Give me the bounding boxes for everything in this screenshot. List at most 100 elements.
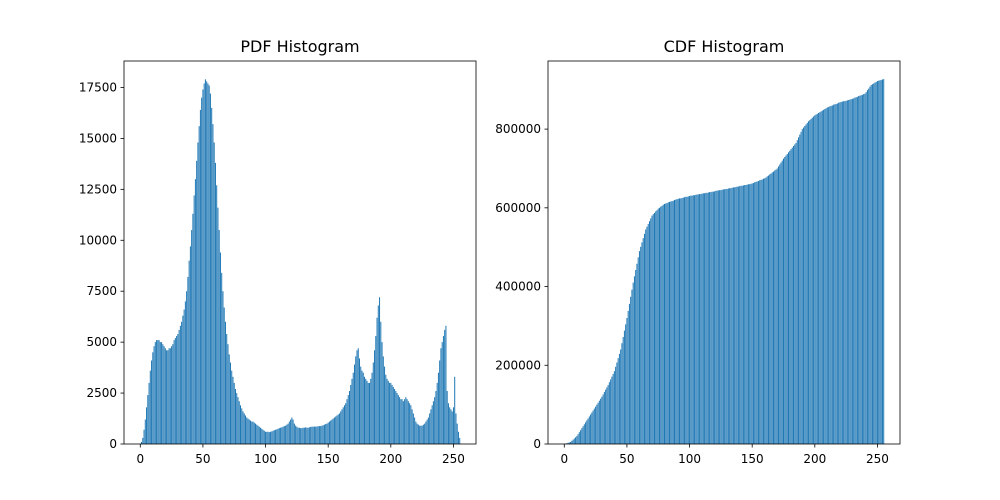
- x-tick-label: 100: [254, 452, 277, 466]
- bar: [208, 85, 210, 444]
- bar: [450, 409, 452, 444]
- bar: [290, 419, 292, 444]
- bar: [727, 188, 729, 444]
- bar: [313, 426, 315, 444]
- bar: [651, 215, 653, 444]
- bar: [350, 384, 352, 444]
- bar: [762, 178, 764, 444]
- y-tick-label: 600000: [495, 201, 541, 215]
- bar: [251, 421, 253, 444]
- bar: [625, 324, 627, 444]
- bar: [333, 417, 335, 444]
- bar: [823, 109, 825, 444]
- bar: [732, 187, 734, 445]
- bar: [335, 416, 337, 444]
- bar: [154, 342, 156, 444]
- x-tick-label: 250: [442, 452, 465, 466]
- bar: [367, 382, 369, 444]
- bar: [752, 183, 754, 445]
- bar: [221, 272, 223, 444]
- bar: [255, 423, 257, 444]
- bar: [201, 97, 203, 444]
- bar: [229, 362, 231, 444]
- bar: [424, 423, 426, 444]
- bar: [871, 84, 873, 444]
- bar: [786, 153, 788, 445]
- bar: [766, 176, 768, 444]
- bar: [171, 346, 173, 444]
- bar: [317, 426, 319, 444]
- bar: [699, 194, 701, 444]
- bar: [590, 414, 592, 444]
- bar: [671, 201, 673, 444]
- bar: [342, 407, 344, 444]
- bar: [613, 371, 615, 444]
- bar: [425, 421, 427, 444]
- bar: [770, 173, 772, 445]
- bar: [642, 238, 644, 444]
- bar: [172, 344, 174, 444]
- bar: [365, 378, 367, 444]
- bar: [568, 442, 570, 444]
- bar: [371, 372, 373, 444]
- bar: [374, 350, 376, 444]
- bar: [456, 423, 458, 444]
- bar: [338, 413, 340, 444]
- bar: [828, 107, 830, 444]
- bar: [267, 431, 269, 444]
- bar: [377, 305, 379, 444]
- bar: [820, 111, 822, 445]
- bar: [386, 378, 388, 444]
- bar: [278, 428, 280, 444]
- bar: [769, 174, 771, 444]
- bar: [575, 437, 577, 444]
- bar: [714, 191, 716, 444]
- bar: [379, 297, 381, 444]
- bar: [445, 325, 447, 444]
- bar: [404, 399, 406, 444]
- bar: [721, 189, 723, 444]
- bar: [883, 79, 885, 445]
- bar: [780, 162, 782, 444]
- bar: [869, 86, 871, 444]
- bar: [646, 226, 648, 444]
- bar: [430, 409, 432, 444]
- bar: [252, 421, 254, 444]
- bar: [576, 436, 578, 444]
- bar: [437, 372, 439, 444]
- axes-frame: [123, 60, 477, 445]
- bar: [310, 426, 312, 444]
- bar: [427, 417, 429, 444]
- bar: [199, 109, 201, 444]
- bar: [794, 144, 796, 444]
- bar: [680, 198, 682, 444]
- bar: [696, 194, 698, 444]
- x-tick-label: 250: [866, 452, 889, 466]
- bar: [266, 431, 268, 444]
- bar: [844, 101, 846, 444]
- bar: [866, 90, 868, 444]
- bar: [412, 413, 414, 444]
- bar: [247, 418, 249, 444]
- bar: [457, 431, 459, 444]
- bar: [250, 420, 252, 444]
- bar: [648, 221, 650, 444]
- x-tick-label: 100: [678, 452, 701, 466]
- bar: [272, 430, 274, 444]
- bar: [441, 342, 443, 444]
- bar: [196, 160, 198, 444]
- bar: [712, 191, 714, 444]
- bar: [410, 405, 412, 444]
- bar: [679, 198, 681, 444]
- bar: [321, 425, 323, 444]
- bar: [328, 421, 330, 444]
- bar: [419, 425, 421, 444]
- bar: [222, 291, 224, 444]
- bar: [343, 405, 345, 444]
- bar: [746, 184, 748, 444]
- bar: [836, 103, 838, 445]
- bar: [198, 126, 200, 444]
- bar: [610, 379, 612, 444]
- bar: [141, 441, 143, 444]
- bar: [364, 376, 366, 444]
